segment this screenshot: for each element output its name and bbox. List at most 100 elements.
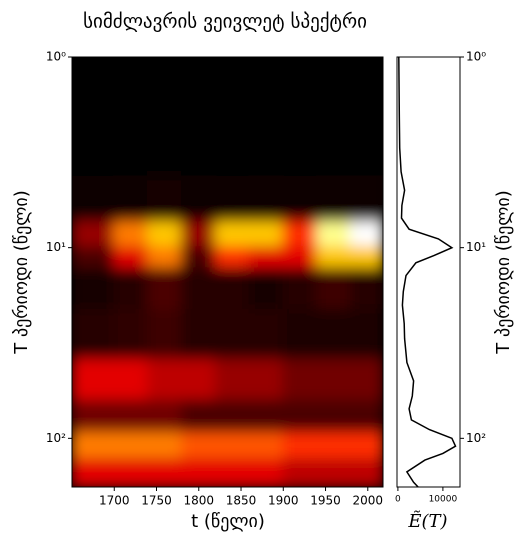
heat-cell <box>147 175 183 224</box>
heat-cell <box>147 458 183 487</box>
heat-cell <box>248 432 285 461</box>
heat-cell <box>72 221 116 249</box>
x-tick-label: 1950 <box>310 494 341 508</box>
heat-cell <box>214 458 251 487</box>
heat-cell <box>147 399 183 435</box>
heat-cell <box>282 175 319 224</box>
heat-cell <box>248 175 285 224</box>
heat-cell <box>349 246 383 270</box>
heat-cell <box>316 308 352 361</box>
heat-cell <box>248 358 285 402</box>
heat-cell <box>72 432 116 461</box>
spectrum-line <box>398 56 457 488</box>
heat-cell <box>316 57 352 178</box>
heat-cell <box>316 175 352 224</box>
heat-cell <box>316 267 352 311</box>
heat-cell <box>113 246 150 270</box>
heat-cell <box>72 57 116 178</box>
x-tick-label: 10000 <box>429 495 458 505</box>
heat-cell <box>180 246 217 270</box>
heat-cell <box>113 358 150 402</box>
x-tick-label: 0 <box>395 495 401 505</box>
y-tick-label: 10¹ <box>466 240 486 254</box>
heat-cell <box>214 221 251 249</box>
heat-cell <box>282 221 319 249</box>
heat-cell <box>180 57 217 178</box>
x-tick-label: 2000 <box>353 494 384 508</box>
heat-cell <box>180 308 217 361</box>
y-tick-label: 10⁰ <box>46 50 66 64</box>
heat-cell <box>214 358 251 402</box>
heat-cell <box>72 458 116 487</box>
heat-cell <box>147 57 183 178</box>
y-axis-label: T პერიოდი (წელი) <box>11 190 32 355</box>
y-tick-label: 10⁰ <box>466 50 486 64</box>
x-tick-label: 1800 <box>183 494 214 508</box>
x-axis-label: t (წელი) <box>191 511 265 532</box>
heat-cell <box>282 57 319 178</box>
side-x-label: Ẽ(T) <box>407 510 447 532</box>
heat-cell <box>180 221 217 249</box>
heat-cell <box>316 358 352 402</box>
heat-cell <box>113 221 150 249</box>
heat-cell <box>72 358 116 402</box>
x-tick-label: 1700 <box>99 494 130 508</box>
heat-cell <box>316 221 352 249</box>
heat-cell <box>214 308 251 361</box>
heat-cell <box>248 246 285 270</box>
heat-cell <box>349 221 383 249</box>
side-y-label: T პერიოდი (წელი) <box>493 190 514 355</box>
heat-cell <box>248 267 285 311</box>
heat-cell <box>349 57 383 178</box>
heat-cell <box>113 267 150 311</box>
y-tick-label: 10² <box>46 431 66 445</box>
heat-cell <box>282 246 319 270</box>
heat-cell <box>349 432 383 461</box>
heat-cell <box>349 358 383 402</box>
heat-cell <box>214 432 251 461</box>
heat-cell <box>282 267 319 311</box>
heat-cell <box>147 432 183 461</box>
heatmap-cells <box>72 57 383 487</box>
heat-cell <box>113 57 150 178</box>
heat-cell <box>180 432 217 461</box>
heat-cell <box>113 175 150 224</box>
x-tick-label: 1900 <box>268 494 299 508</box>
heat-cell <box>147 358 183 402</box>
heat-cell <box>180 175 217 224</box>
heatmap <box>72 57 383 487</box>
heat-cell <box>349 308 383 361</box>
heat-cell <box>113 458 150 487</box>
heat-cell <box>214 246 251 270</box>
heat-cell <box>113 432 150 461</box>
heat-cell <box>316 399 352 435</box>
heat-cell <box>180 458 217 487</box>
y-tick-label: 10¹ <box>46 240 66 254</box>
heat-cell <box>316 246 352 270</box>
heat-cell <box>282 458 319 487</box>
heat-cell <box>147 246 183 270</box>
x-tick-label: 1750 <box>141 494 172 508</box>
heat-cell <box>282 358 319 402</box>
heat-cell <box>147 221 183 249</box>
heat-cell <box>72 399 116 435</box>
heat-cell <box>316 458 352 487</box>
heat-cell <box>214 267 251 311</box>
heat-cell <box>349 175 383 224</box>
heat-cell <box>248 399 285 435</box>
heat-cell <box>72 175 116 224</box>
heat-cell <box>282 432 319 461</box>
plot-frame <box>71 56 384 488</box>
chart-title: სიმძლავრის ვეივლეტ სპექტრი <box>83 11 367 33</box>
heat-cell <box>72 267 116 311</box>
heat-cell <box>282 399 319 435</box>
heat-cell <box>180 358 217 402</box>
heat-cell <box>147 267 183 311</box>
heat-cell <box>72 246 116 270</box>
y-tick-label: 10² <box>466 431 486 445</box>
heat-cell <box>349 267 383 311</box>
heat-cell <box>180 267 217 311</box>
heat-cell <box>113 308 150 361</box>
heat-cell <box>248 221 285 249</box>
